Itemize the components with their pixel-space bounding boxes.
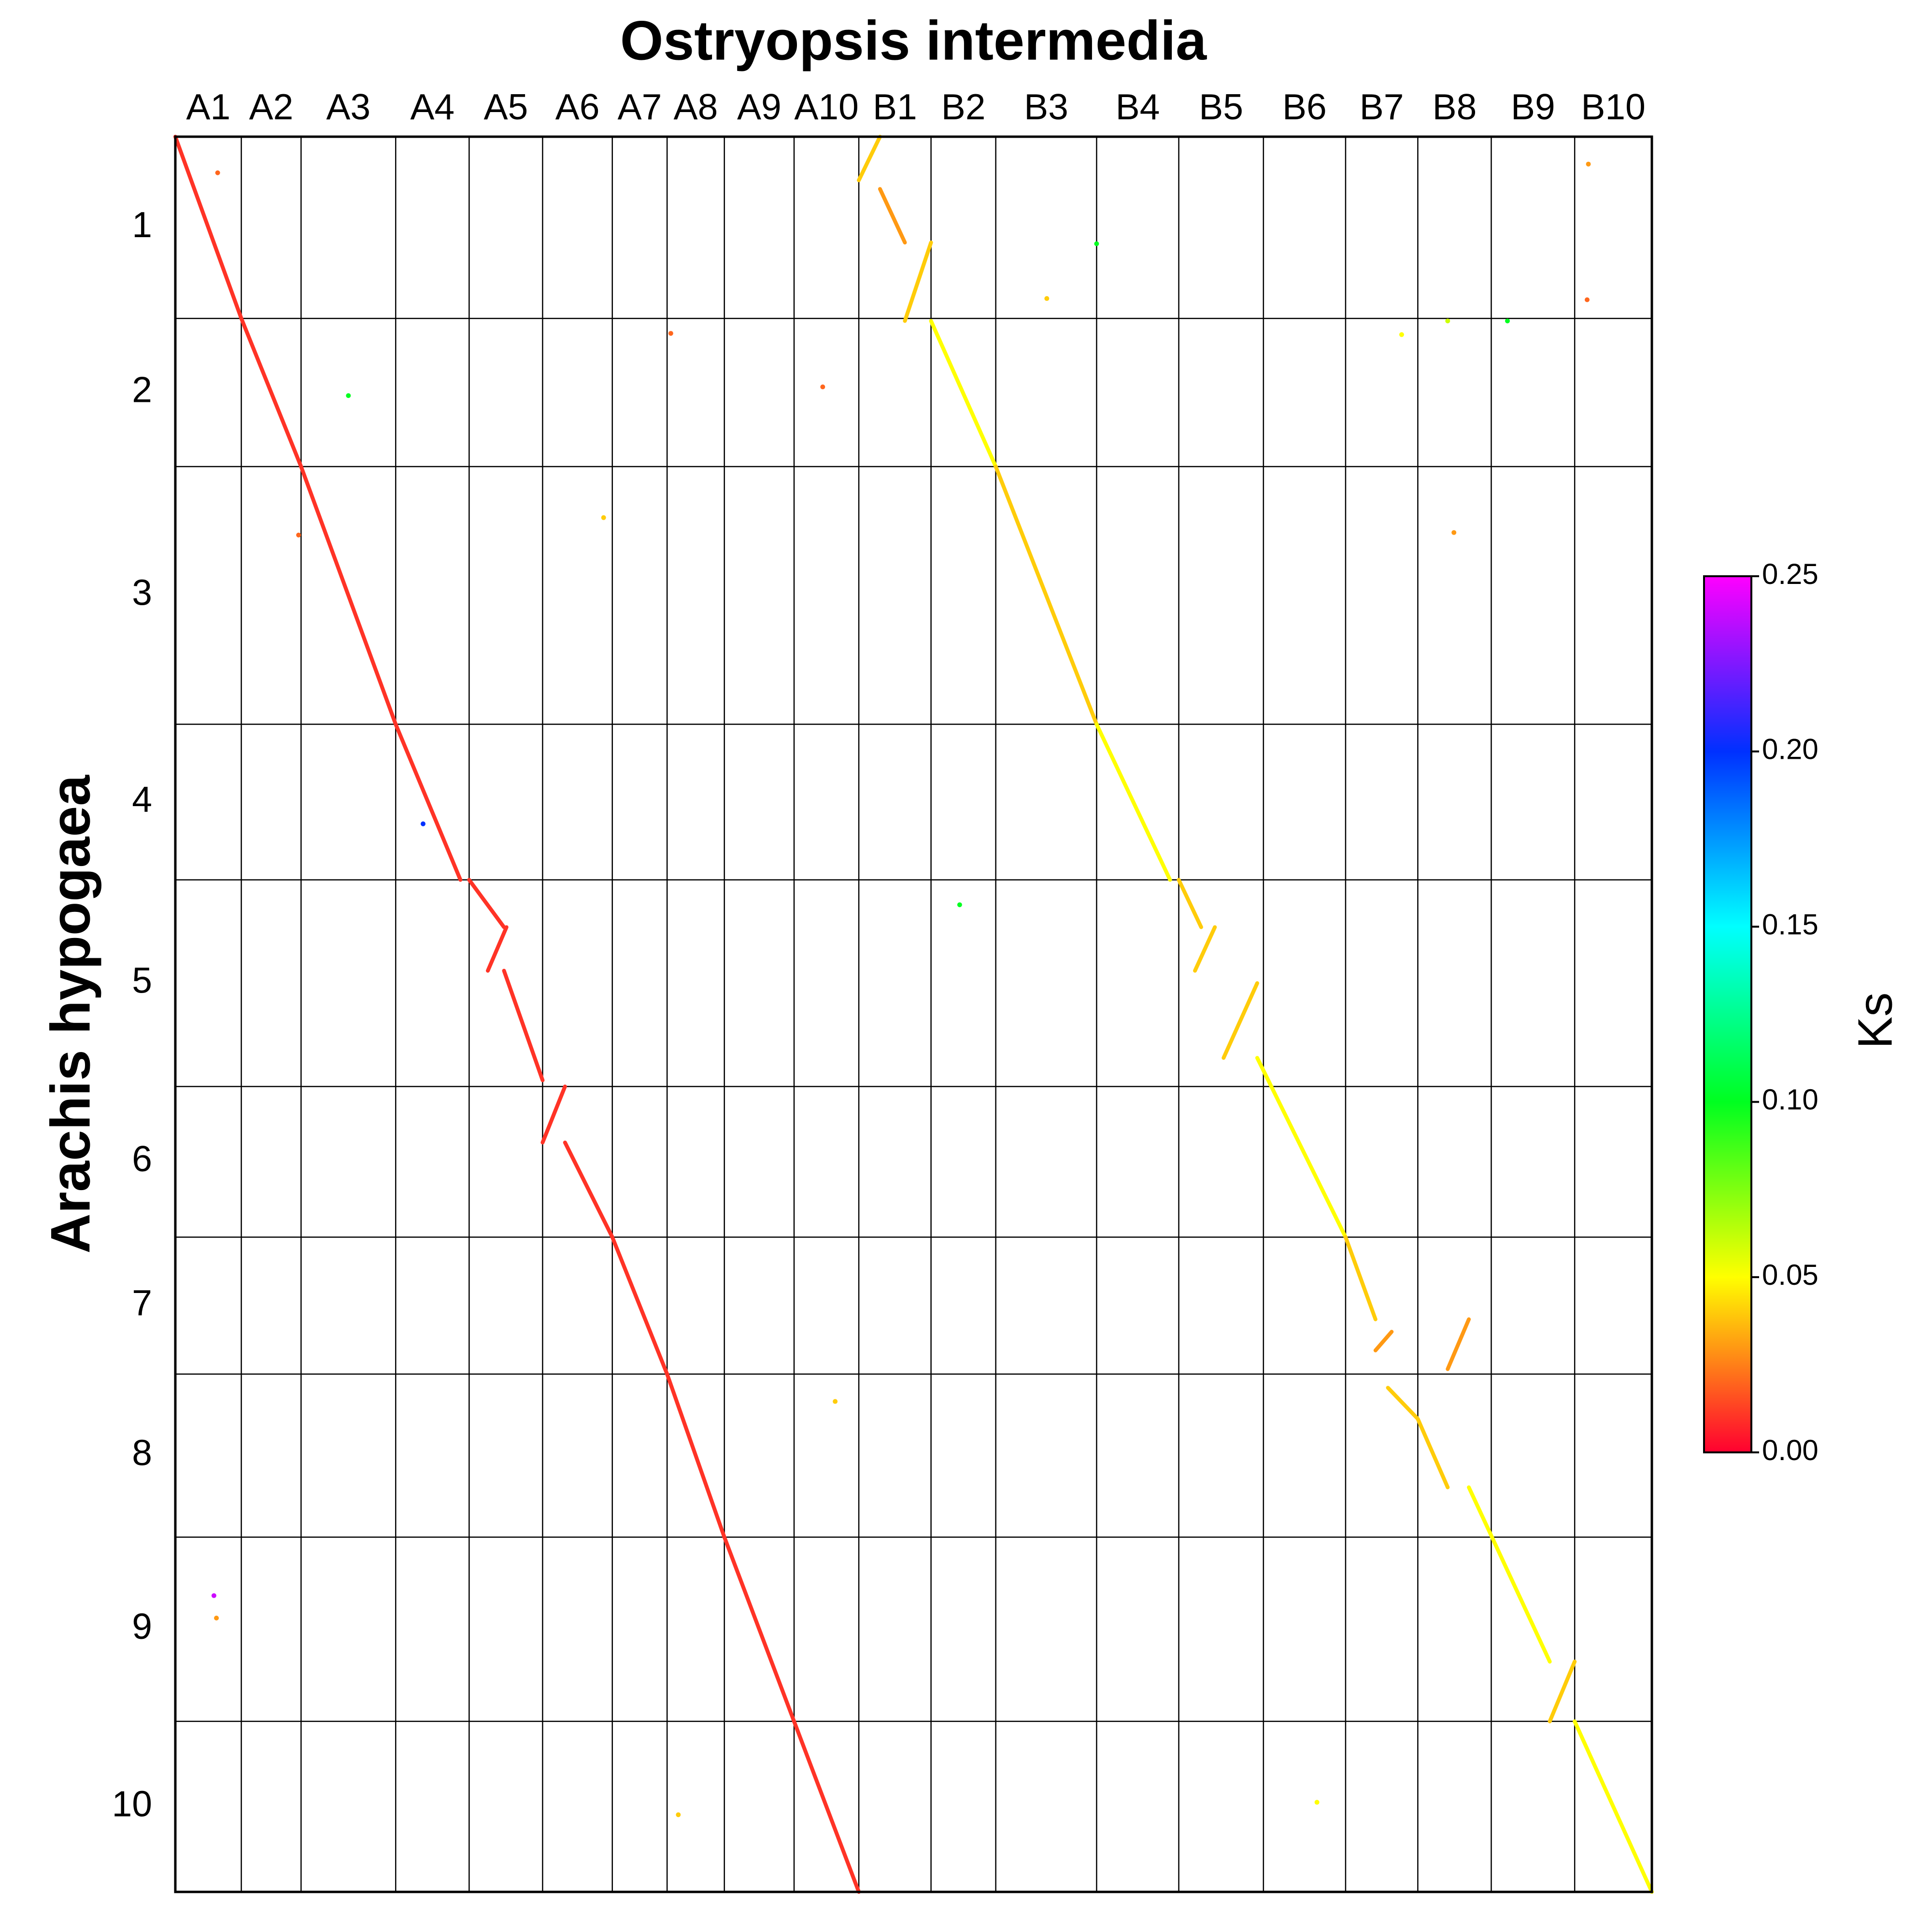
x-tick-label: A8 bbox=[674, 86, 718, 127]
colorbar-tick-label: 0.20 bbox=[1762, 733, 1818, 766]
synteny-block bbox=[1255, 1056, 1348, 1239]
gene-pair-dot bbox=[215, 170, 220, 175]
x-tick-label: B2 bbox=[941, 86, 986, 127]
gene-pair-dot bbox=[214, 1615, 219, 1620]
gene-pair-dot bbox=[1584, 297, 1590, 302]
y-tick-label: 2 bbox=[132, 369, 152, 410]
x-tick-label: B4 bbox=[1116, 86, 1160, 127]
synteny-block bbox=[1343, 1235, 1378, 1321]
synteny-block bbox=[540, 1084, 567, 1145]
synteny-block bbox=[1467, 1485, 1552, 1664]
x-tick-label: B8 bbox=[1433, 86, 1477, 127]
synteny-block bbox=[563, 1140, 614, 1239]
gene-pair-dot bbox=[1094, 241, 1099, 246]
synteny-block bbox=[299, 464, 398, 726]
gene-pair-dot bbox=[296, 532, 301, 538]
gene-pair-dot bbox=[1451, 530, 1457, 535]
y-tick-label: 7 bbox=[132, 1282, 152, 1323]
x-tick-label: A5 bbox=[483, 86, 528, 127]
synteny-block bbox=[502, 968, 545, 1082]
synteny-block bbox=[239, 316, 303, 469]
x-tick-label: A1 bbox=[186, 86, 230, 127]
x-tick-label: A3 bbox=[326, 86, 370, 127]
synteny-block bbox=[1548, 1660, 1577, 1723]
synteny-block bbox=[1416, 1417, 1450, 1490]
colorbar-tick-label: 0.00 bbox=[1762, 1434, 1818, 1466]
synteny-block bbox=[1094, 722, 1172, 882]
y-axis-title: Arachis hypogaea bbox=[40, 775, 101, 1254]
synteny-block bbox=[665, 1372, 726, 1539]
x-tick-label: B9 bbox=[1511, 86, 1555, 127]
gene-pair-dot bbox=[1044, 296, 1050, 301]
x-tick-label: B10 bbox=[1581, 86, 1645, 127]
gene-pair-dot bbox=[211, 1593, 216, 1598]
x-tick-label: B1 bbox=[873, 86, 917, 127]
synteny-block bbox=[1386, 1386, 1420, 1421]
synteny-block bbox=[1193, 925, 1217, 973]
synteny-block bbox=[1373, 1330, 1394, 1352]
synteny-block bbox=[173, 135, 243, 321]
gene-pair-dot bbox=[346, 393, 351, 398]
synteny-block bbox=[994, 464, 1099, 726]
gene-pair-dot bbox=[676, 1812, 681, 1818]
colorbar-tick-label: 0.05 bbox=[1762, 1259, 1818, 1291]
gene-pair-dot bbox=[420, 821, 426, 826]
x-tick-label: B5 bbox=[1199, 86, 1243, 127]
x-tick-label: A6 bbox=[555, 86, 600, 127]
y-tick-label: 10 bbox=[112, 1783, 152, 1824]
synteny-block bbox=[878, 187, 907, 245]
synteny-block bbox=[903, 241, 933, 323]
x-tick-label: A2 bbox=[249, 86, 294, 127]
synteny-block bbox=[929, 319, 998, 469]
x-tick-label: B3 bbox=[1024, 86, 1068, 127]
synteny-block bbox=[792, 1719, 861, 1894]
x-tick-label: B7 bbox=[1360, 86, 1404, 127]
colorbar-tick-label: 0.10 bbox=[1762, 1083, 1818, 1116]
y-tick-label: 1 bbox=[132, 204, 152, 245]
synteny-block bbox=[467, 878, 506, 929]
y-tick-label: 4 bbox=[132, 779, 152, 819]
gene-pair-dot bbox=[601, 515, 606, 520]
x-tick-label: A4 bbox=[410, 86, 455, 127]
synteny-block bbox=[1222, 981, 1259, 1060]
y-tick-label: 9 bbox=[132, 1606, 152, 1647]
synteny-block bbox=[1177, 878, 1203, 929]
x-tick-label: A9 bbox=[737, 86, 781, 127]
synteny-block bbox=[610, 1235, 669, 1376]
gene-pair-dot bbox=[833, 1399, 838, 1404]
gene-pair-dot bbox=[668, 331, 673, 336]
gene-pair-dot bbox=[820, 384, 825, 390]
synteny-block bbox=[485, 925, 509, 973]
x-tick-label: A10 bbox=[794, 86, 858, 127]
y-tick-label: 5 bbox=[132, 960, 152, 1000]
colorbar-tick-label: 0.25 bbox=[1762, 558, 1818, 590]
synteny-block bbox=[857, 135, 882, 183]
gene-pair-dot bbox=[1505, 318, 1510, 324]
gene-pair-dot bbox=[1314, 1800, 1320, 1805]
y-tick-label: 6 bbox=[132, 1138, 152, 1179]
synteny-block bbox=[394, 722, 463, 882]
colorbar bbox=[1703, 575, 1752, 1453]
y-tick-label: 3 bbox=[132, 572, 152, 613]
gene-pair-dot bbox=[1445, 318, 1450, 324]
x-axis-title: Ostryopsis intermedia bbox=[620, 10, 1207, 71]
synteny-block bbox=[1573, 1719, 1654, 1894]
gene-pair-dot bbox=[957, 902, 962, 908]
x-tick-label: A7 bbox=[618, 86, 662, 127]
x-tick-label: B6 bbox=[1282, 86, 1327, 127]
gene-pair-dot bbox=[1586, 161, 1591, 167]
y-tick-label: 8 bbox=[132, 1432, 152, 1473]
synteny-block bbox=[722, 1535, 796, 1723]
gene-pair-dot bbox=[1399, 332, 1404, 337]
synteny-block bbox=[1446, 1317, 1471, 1371]
plot-frame bbox=[174, 135, 1653, 1893]
colorbar-label: Ks bbox=[1848, 993, 1902, 1049]
colorbar-tick-label: 0.15 bbox=[1762, 908, 1818, 940]
